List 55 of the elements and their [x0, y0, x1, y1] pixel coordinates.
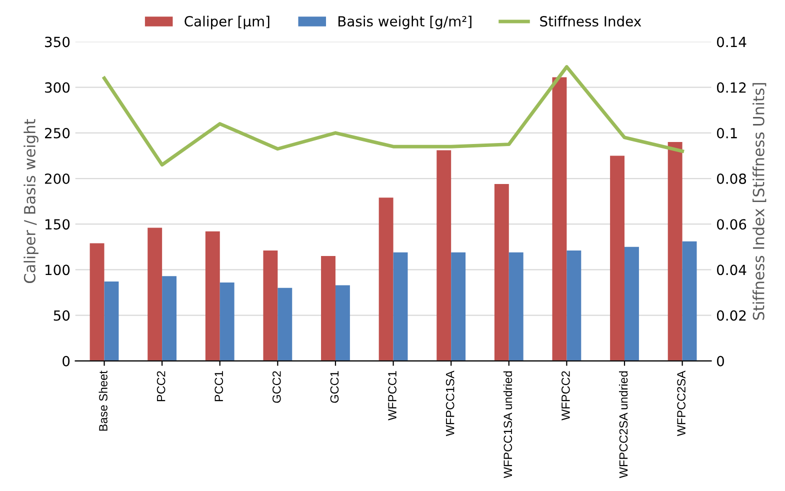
bar	[104, 282, 119, 361]
y-tick-label: 100	[46, 264, 70, 276]
x-tick-label: WFPCC1SA	[446, 370, 454, 436]
x-tick-label: PCC2	[156, 371, 166, 402]
y2-tick-label: 0.02	[716, 310, 746, 321]
y-axis-title: Caliper / Basis weight	[24, 119, 38, 284]
bar	[220, 282, 234, 361]
bar	[162, 276, 177, 361]
y-tick-label: 50	[54, 310, 70, 321]
y-tick-label: 250	[45, 128, 70, 138]
y2-tick-label: 0.04	[716, 264, 746, 276]
y2-tick-label: 0	[716, 356, 724, 366]
bar	[378, 198, 394, 361]
bar	[610, 156, 625, 361]
bar	[494, 184, 509, 361]
legend-label: Basis weight [g/m²]	[338, 16, 472, 30]
bar	[436, 150, 452, 361]
y-tick-label: 300	[45, 82, 70, 93]
bar	[552, 77, 567, 361]
y-tick-label: 150	[46, 219, 70, 230]
bar	[682, 241, 697, 361]
y2-tick-label: 0.06	[716, 219, 746, 230]
bar	[508, 252, 524, 361]
bar	[90, 243, 104, 361]
x-tick-label: GCC2	[272, 371, 281, 403]
bar	[451, 252, 466, 361]
x-tick-label: WFPCC1	[388, 371, 396, 420]
y2-tick-label: 0.14	[716, 36, 746, 48]
x-tick-label: Base Sheet	[98, 370, 108, 431]
bar	[624, 246, 639, 361]
legend-label: Caliper [µm]	[184, 16, 270, 30]
bar	[148, 228, 162, 361]
bar	[205, 231, 220, 361]
y-tick-label: 350	[45, 36, 70, 48]
y-tick-label: 200	[45, 173, 70, 184]
line-series	[102, 65, 684, 167]
bar	[278, 288, 292, 361]
legend-label: Stiffness Index	[540, 16, 642, 27]
x-tick-label: WFPCC2	[562, 371, 570, 420]
y2-axis-title: Stiffness Index [Stiffness Units]	[752, 83, 766, 320]
y-tick-label: 0	[62, 356, 70, 366]
x-tick-label: WFPCC2SA undried	[619, 371, 628, 478]
bar	[335, 285, 350, 361]
x-tick-label: WFPCC2SA	[677, 370, 686, 436]
bar	[321, 256, 336, 361]
x-tick-label: PCC1	[214, 371, 224, 402]
bar	[668, 142, 682, 361]
x-tick-label: WFPCC1SA undried	[503, 371, 512, 478]
bar	[393, 252, 408, 361]
y2-tick-label: 0.08	[716, 173, 746, 184]
x-tick-label: GCC1	[330, 371, 339, 403]
bar	[263, 250, 278, 361]
bar	[566, 250, 582, 361]
y2-tick-label: 0.12	[716, 82, 746, 93]
y2-tick-label: 0.1	[716, 128, 737, 138]
